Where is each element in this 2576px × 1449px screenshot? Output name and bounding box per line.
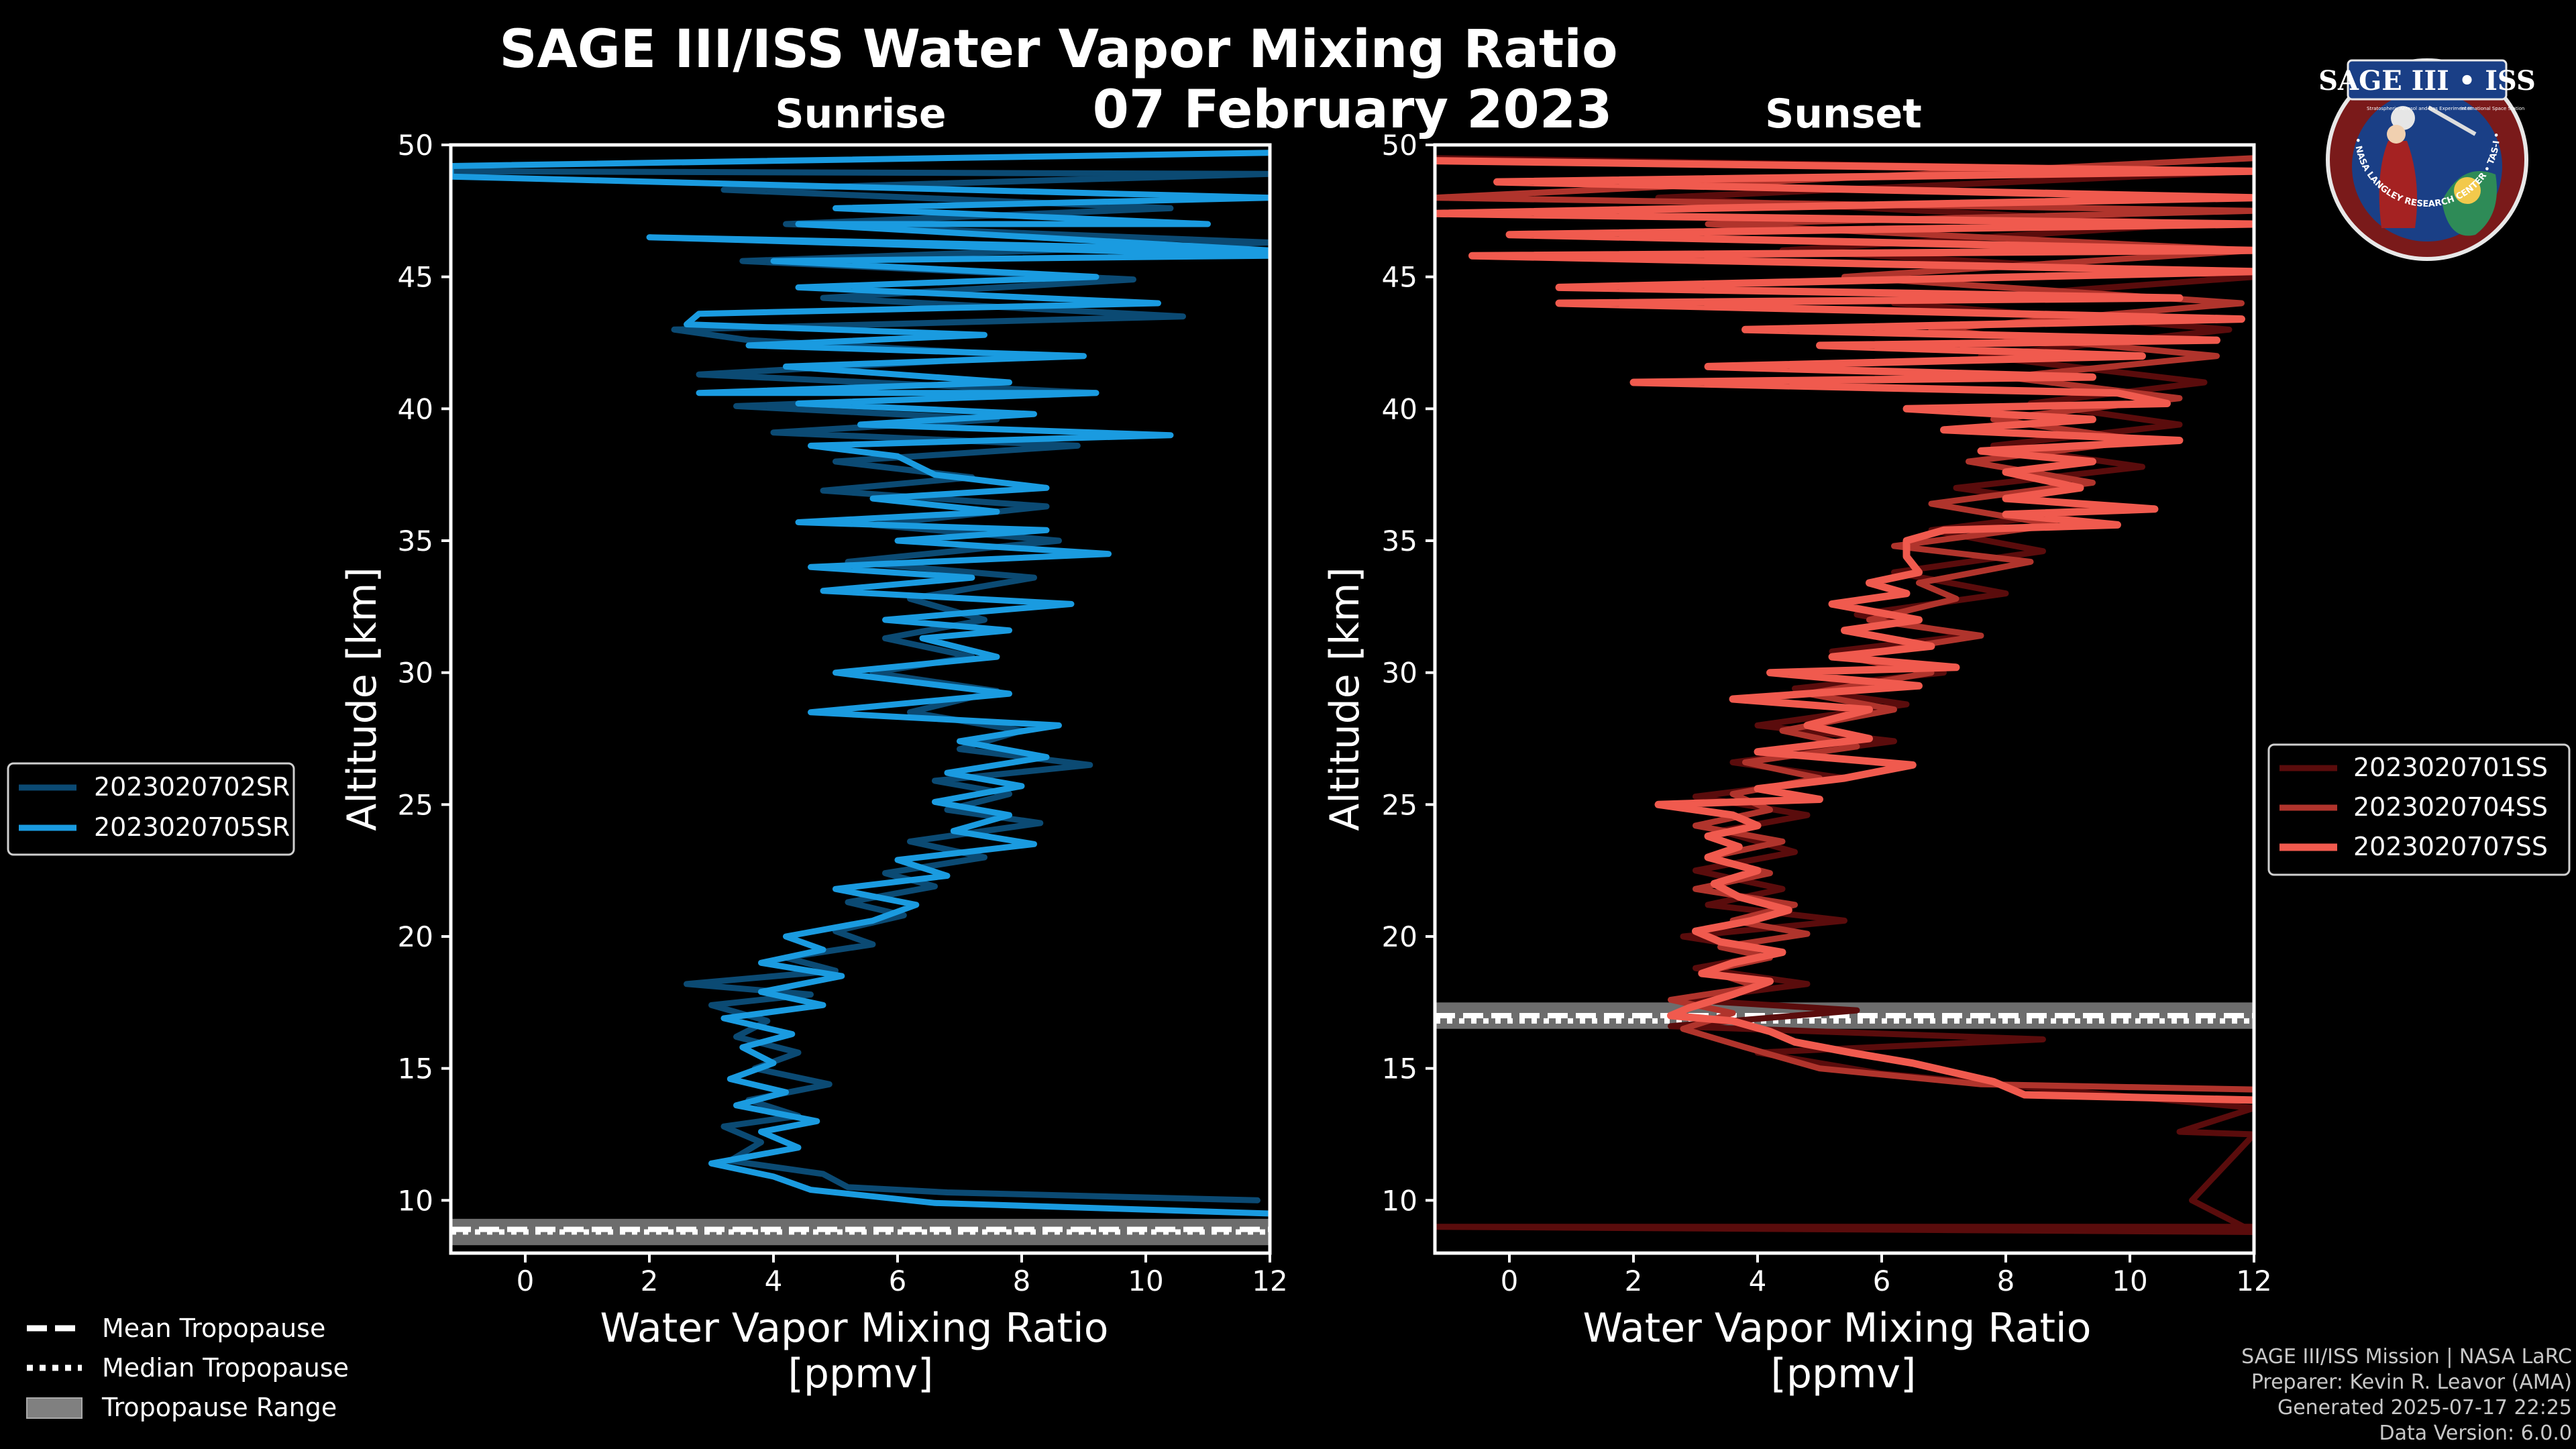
sunset-x-axis-label: Water Vapor Mixing Ratio [ppmv] <box>1582 1305 2104 1397</box>
series-line-2023020702SR <box>451 168 1270 1203</box>
sr-x-tick-label: 10 <box>1128 1265 1163 1297</box>
logo-subtitle-right: International Space Station <box>2461 106 2524 111</box>
series-line-2023020701SS <box>1435 155 2254 1235</box>
sunset-series-lines <box>1435 155 2254 1235</box>
sunrise-legend-box <box>7 762 295 856</box>
sunset-x-axis-label-line1: Water Vapor Mixing Ratio <box>1582 1305 2091 1352</box>
sr-y-tick-label: 10 <box>398 1184 433 1217</box>
ss-y-tick-label: 25 <box>1382 788 1417 821</box>
sunrise-x-axis-label-line1: Water Vapor Mixing Ratio <box>600 1305 1108 1352</box>
logo-moon-shape <box>2391 106 2415 130</box>
footer-version: Data Version: 6.0.0 <box>2379 1421 2572 1445</box>
logo-figure-head <box>2387 125 2406 144</box>
legend-label-2023020704SS: 2023020704SS <box>2353 792 2548 822</box>
footer-mission: SAGE III/ISS Mission | NASA LaRC <box>2241 1345 2572 1368</box>
chart-title: SAGE III/ISS Water Vapor Mixing Ratio <box>499 19 1617 80</box>
ss-y-tick-label: 30 <box>1382 657 1417 690</box>
ss-y-tick-label: 15 <box>1382 1053 1417 1085</box>
ss-x-tick-label: 4 <box>1749 1265 1767 1297</box>
sunset-legend: 2023020701SS 2023020704SS 2023020707SS <box>2267 743 2571 876</box>
legend-label-2023020707SS: 2023020707SS <box>2353 832 2548 861</box>
sunset-axes: 0 2 4 6 8 10 12 10 15 20 25 30 35 40 45 50 <box>1382 129 2272 1297</box>
sr-y-tick-label: 15 <box>398 1053 433 1085</box>
sr-x-tick-label: 4 <box>765 1265 783 1297</box>
sunset-legend-box <box>2267 743 2571 876</box>
ss-x-tick-label: 6 <box>1873 1265 1891 1297</box>
series-line-2023020705SR <box>451 150 1270 1217</box>
ss-x-tick-label: 12 <box>2236 1265 2271 1297</box>
logo-sun-shape <box>2454 177 2481 204</box>
ss-x-tick-label: 10 <box>2112 1265 2147 1297</box>
sunset-subtitle: Sunset <box>1765 91 1922 138</box>
ss-x-tick-label: 2 <box>1625 1265 1643 1297</box>
sr-y-tick-label: 35 <box>398 525 433 557</box>
ss-y-tick-label: 50 <box>1382 129 1417 162</box>
sunrise-tropopause <box>451 1218 1270 1246</box>
legend-label-2023020701SS: 2023020701SS <box>2353 753 2548 782</box>
mean-tropopause-label: Mean Tropopause <box>102 1313 325 1343</box>
sunset-y-axis-label: Altitude [km] <box>1322 567 1368 831</box>
sunrise-series-lines <box>451 150 1270 1217</box>
sr-x-tick-label: 6 <box>889 1265 907 1297</box>
sunrise-x-axis-label: Water Vapor Mixing Ratio [ppmv] <box>600 1305 1121 1397</box>
logo-banner <box>2347 59 2508 101</box>
sr-x-tick-label: 0 <box>517 1265 535 1297</box>
sunrise-legend: 2023020702SR 2023020705SR <box>7 762 295 856</box>
logo-subtitle-left: Stratospheric Aerosol and Gas Experiment… <box>2367 106 2472 111</box>
logo-title-text: SAGE III • ISS <box>2318 65 2536 97</box>
sunrise-plot-frame <box>449 143 1272 1255</box>
sunset-tropopause <box>1435 1002 2254 1029</box>
footer-credits: SAGE III/ISS Mission | NASA LaRC Prepare… <box>2241 1344 2572 1446</box>
sunrise-subtitle: Sunrise <box>775 91 946 138</box>
ss-y-tick-label: 45 <box>1382 261 1417 294</box>
ss-y-tick-label: 40 <box>1382 392 1417 425</box>
legend-label-2023020702SR: 2023020702SR <box>94 772 290 802</box>
footer-preparer: Preparer: Kevin R. Leavor (AMA) <box>2251 1371 2572 1394</box>
sr-y-tick-label: 45 <box>398 261 433 294</box>
sunrise-y-axis-label: Altitude [km] <box>339 567 386 831</box>
sr-x-tick-label: 8 <box>1013 1265 1031 1297</box>
ss-y-tick-label: 10 <box>1382 1184 1417 1217</box>
sr-x-tick-label: 12 <box>1252 1265 1287 1297</box>
sr-y-tick-label: 20 <box>398 920 433 953</box>
sr-y-tick-label: 25 <box>398 788 433 821</box>
sunset-x-axis-label-line2: [ppmv] <box>1771 1350 1917 1397</box>
sunrise-x-axis-label-line2: [ppmv] <box>788 1350 934 1397</box>
sr-x-tick-label: 2 <box>641 1265 659 1297</box>
ss-y-tick-label: 35 <box>1382 525 1417 557</box>
tropopause-range-label: Tropopause Range <box>101 1393 337 1422</box>
sunset-panel: Sunset 0 2 4 6 8 10 12 10 15 20 25 30 35 40 45 50 Altit… <box>1322 91 2272 1397</box>
legend-label-2023020705SR: 2023020705SR <box>94 812 290 842</box>
sr-y-tick-label: 50 <box>398 129 433 162</box>
logo-figure-shape <box>2379 141 2418 228</box>
median-tropopause-label: Median Tropopause <box>102 1353 349 1383</box>
ss-x-tick-label: 8 <box>1997 1265 2015 1297</box>
tropopause-range-swatch <box>26 1397 83 1419</box>
ss-x-tick-label: 0 <box>1501 1265 1519 1297</box>
sunset-plot-frame <box>1433 143 2256 1255</box>
series-line-2023020707SS <box>1435 157 2254 1104</box>
sr-y-tick-label: 30 <box>398 657 433 690</box>
chart-date: 07 February 2023 <box>1093 80 1613 140</box>
footer-generated: Generated 2025-07-17 22:25 <box>2277 1396 2572 1419</box>
tropopause-legend: Mean Tropopause Median Tropopause Tropop… <box>26 1313 349 1422</box>
logo-station-shape <box>2427 105 2477 136</box>
sunrise-axes: 0 2 4 6 8 10 12 10 15 20 25 30 35 40 45 50 <box>398 129 1288 1297</box>
sr-y-tick-label: 40 <box>398 392 433 425</box>
sunrise-panel: Sunrise 0 2 4 6 8 10 12 10 15 20 25 30 35 40 45 50 Alti… <box>339 91 1288 1397</box>
ss-y-tick-label: 20 <box>1382 920 1417 953</box>
